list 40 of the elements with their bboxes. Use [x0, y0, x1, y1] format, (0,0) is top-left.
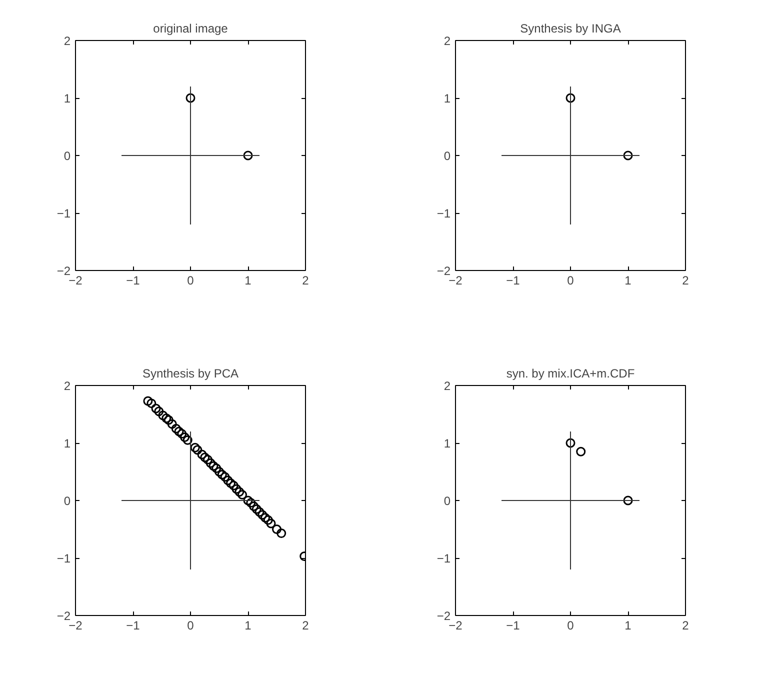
y-tick-label: 2 — [64, 34, 71, 48]
x-tick-label: 0 — [187, 274, 194, 288]
x-tick-label: 1 — [244, 274, 252, 288]
y-tick-label: 2 — [64, 379, 71, 393]
y-tick-label: −2 — [436, 264, 451, 278]
y-tick-label: −1 — [56, 206, 71, 220]
y-tick-label: 0 — [64, 494, 71, 508]
chart-title: Synthesis by INGA — [520, 22, 621, 36]
x-tick-label: 0 — [567, 618, 574, 632]
y-tick-label: 0 — [444, 494, 451, 508]
y-tick-label: 1 — [444, 92, 451, 106]
chart-title: syn. by mix.ICA+m.CDF — [506, 366, 635, 380]
y-tick-label: 1 — [444, 436, 451, 450]
x-tick-label: 2 — [302, 618, 310, 632]
x-tick-label: 2 — [682, 274, 690, 288]
y-tick-label: 1 — [64, 436, 71, 450]
y-tick-label: −1 — [436, 552, 451, 566]
x-tick-label: 0 — [567, 274, 574, 288]
y-tick-label: 0 — [64, 149, 71, 163]
y-tick-label: 0 — [444, 149, 451, 163]
x-tick-label: −1 — [506, 274, 520, 288]
y-tick-label: −1 — [56, 552, 71, 566]
chart-title: original image — [153, 22, 228, 36]
y-tick-label: −2 — [436, 609, 451, 623]
x-tick-label: 2 — [302, 274, 310, 288]
x-tick-label: −1 — [126, 618, 140, 632]
x-tick-label: 1 — [244, 618, 252, 632]
chart-title: Synthesis by PCA — [142, 366, 239, 380]
y-tick-label: 1 — [64, 92, 71, 106]
y-tick-label: −2 — [56, 264, 71, 278]
x-tick-label: 2 — [682, 618, 690, 632]
x-tick-label: −1 — [126, 274, 140, 288]
x-tick-label: 1 — [624, 618, 632, 632]
y-tick-label: −1 — [436, 206, 451, 220]
x-tick-label: 1 — [624, 274, 632, 288]
y-tick-label: 2 — [444, 34, 451, 48]
x-tick-label: −1 — [506, 618, 520, 632]
y-tick-label: −2 — [56, 609, 71, 623]
y-tick-label: 2 — [444, 379, 451, 393]
x-tick-label: 0 — [187, 618, 194, 632]
